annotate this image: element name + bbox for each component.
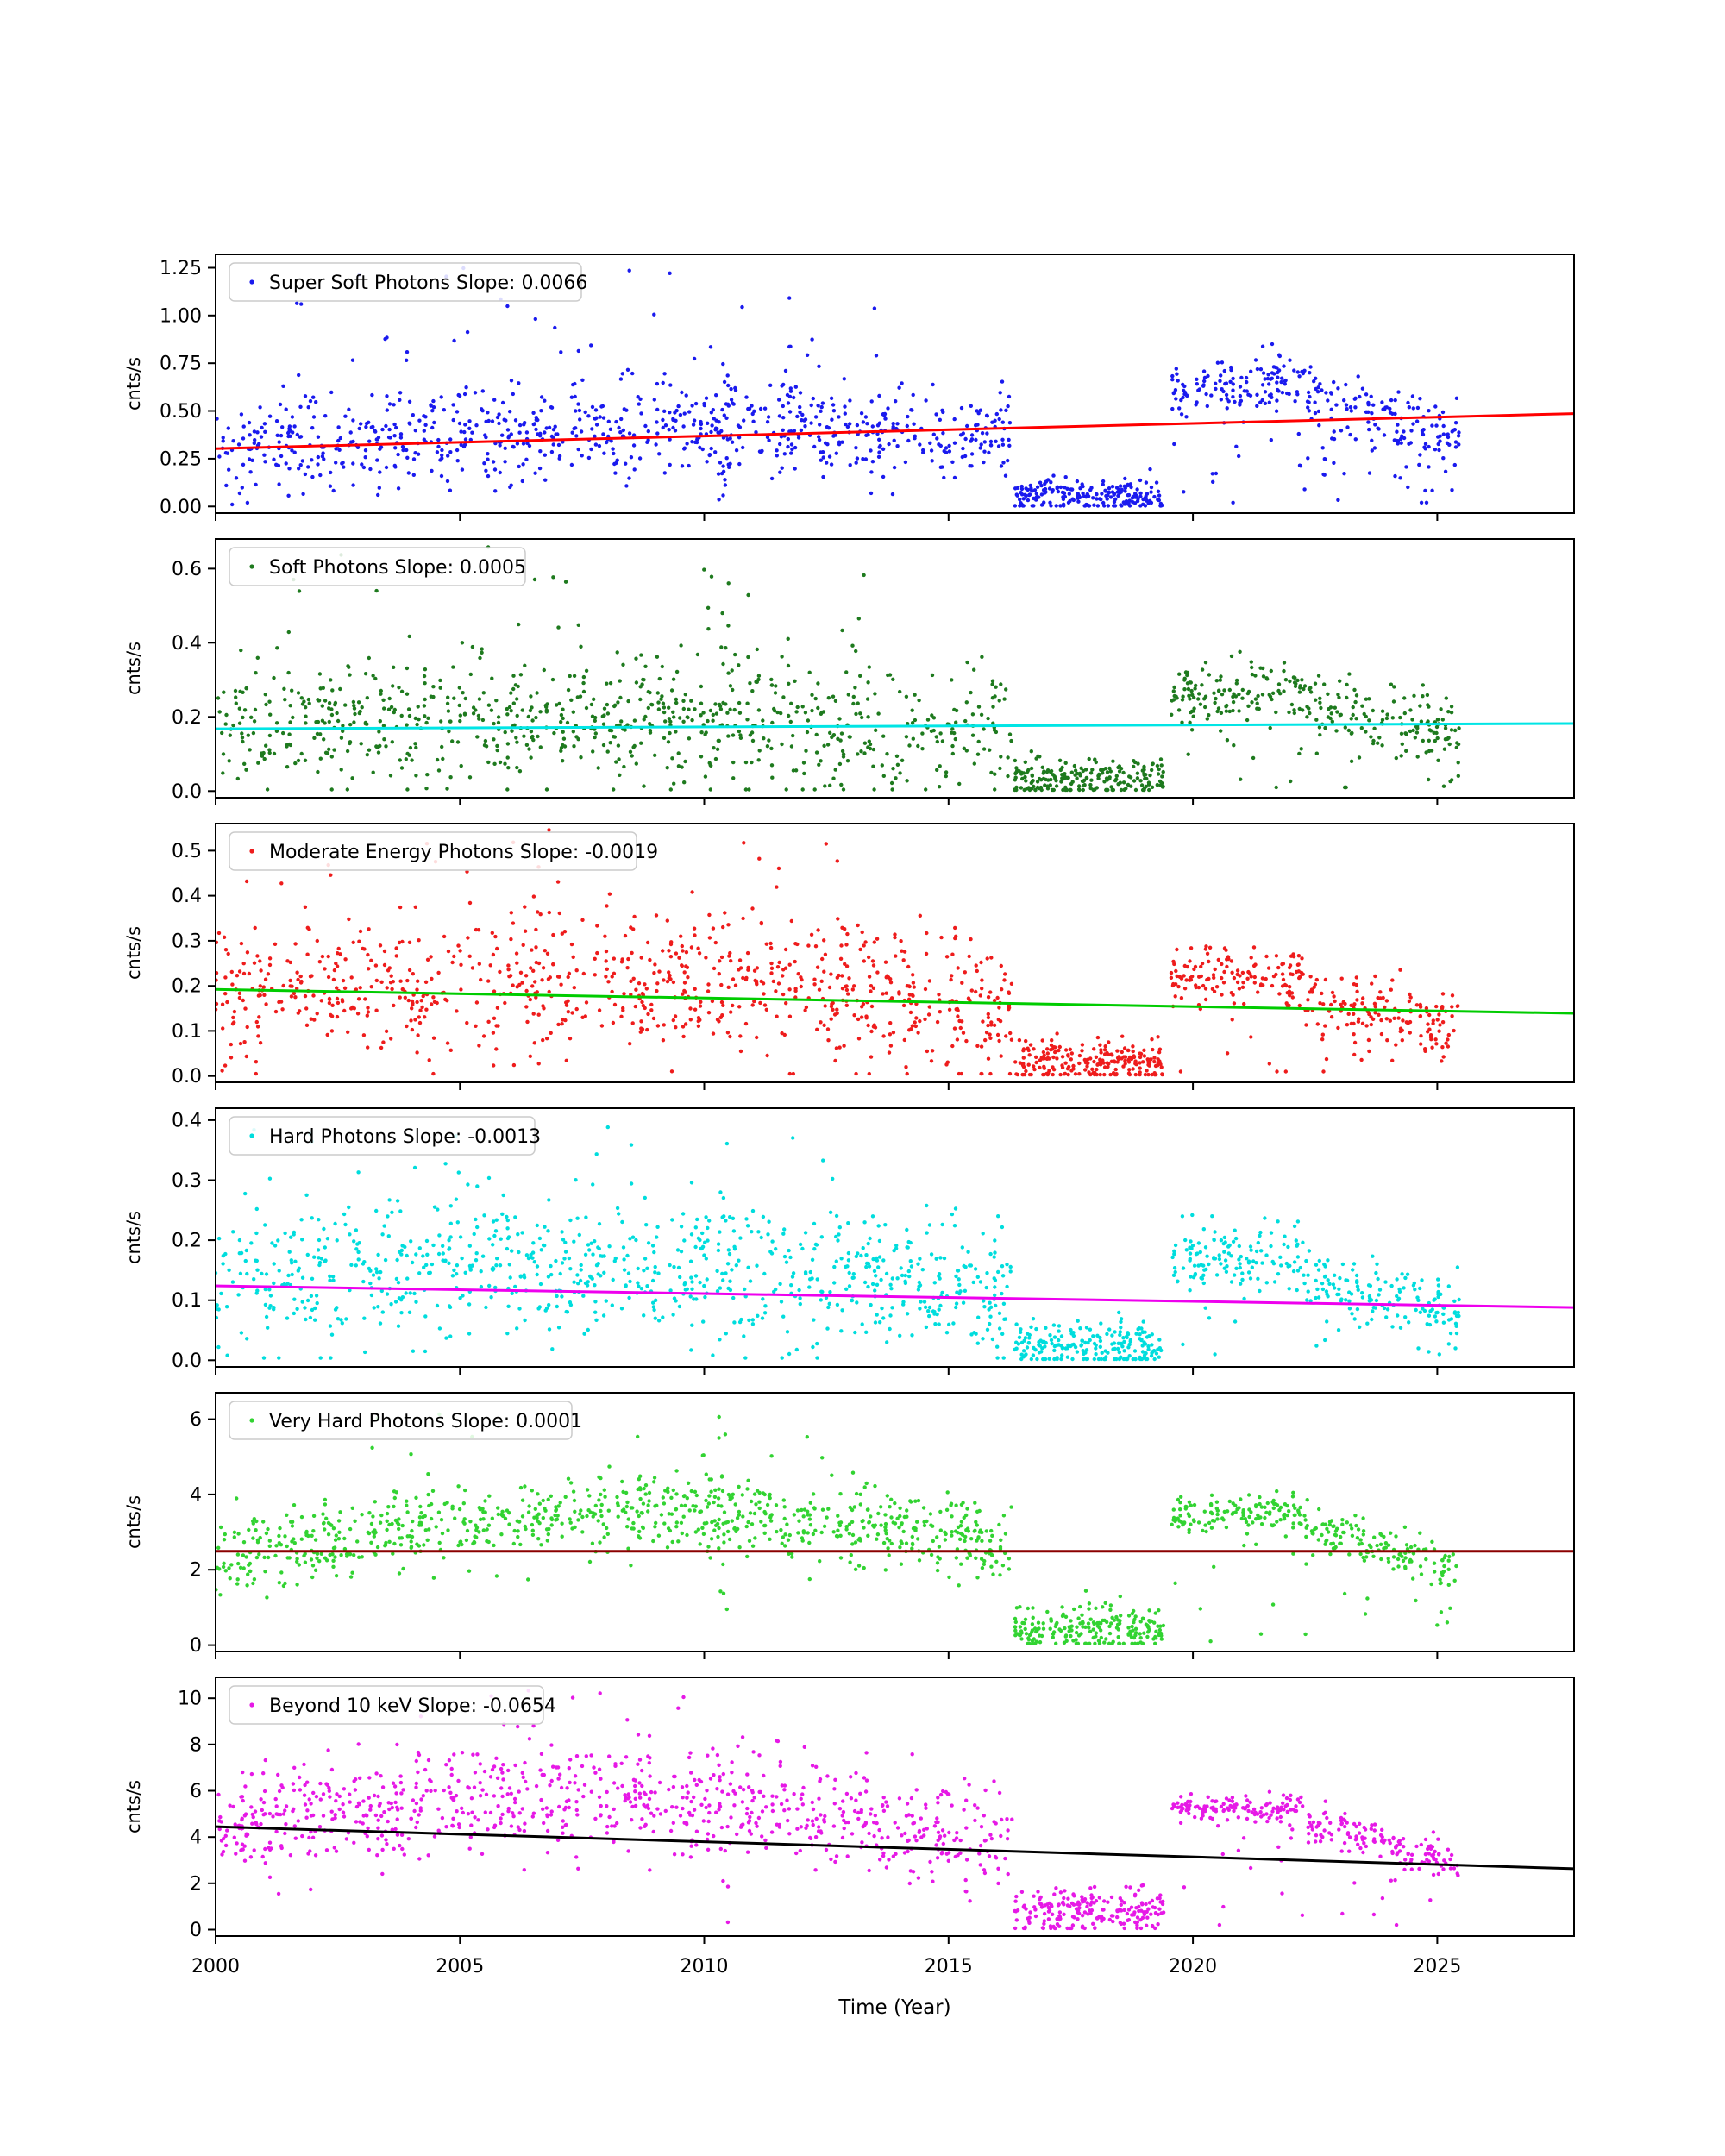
scatter-hard-photons — [214, 1125, 1461, 1361]
y-tick-label: 2 — [190, 1560, 202, 1582]
trend-line-soft-photons — [216, 724, 1574, 729]
y-tick-label: 1.00 — [160, 305, 202, 327]
x-axis-label: Time (Year) — [837, 1996, 950, 2019]
scatter-beyond-10-kev — [216, 1689, 1459, 1930]
legend-marker — [249, 1133, 254, 1138]
scatter-super-soft-photons — [215, 266, 1460, 508]
y-tick-label: 0.2 — [172, 1231, 202, 1252]
x-tick-label: 2000 — [191, 1956, 240, 1977]
legend-marker — [249, 564, 254, 568]
legend-super-soft-photons: Super Soft Photons Slope: 0.0066 — [229, 263, 587, 301]
legend-moderate-energy-photons: Moderate Energy Photons Slope: -0.0019 — [229, 832, 658, 870]
x-tick-label: 2005 — [436, 1956, 484, 1977]
y-tick-label: 0.25 — [160, 448, 202, 470]
legend-marker — [249, 1418, 254, 1422]
legend-label: Moderate Energy Photons Slope: -0.0019 — [269, 842, 658, 863]
scatter-very-hard-photons — [214, 1413, 1458, 1645]
panel-hard-photons: 0.0 0.1 0.2 0.3 0.4 cnts/s Hard Photons Slope:… — [123, 1108, 1574, 1375]
y-axis-label: cnts/s — [123, 926, 144, 980]
legend-marker — [249, 279, 254, 284]
y-tick-label: 8 — [190, 1734, 202, 1756]
y-tick-label: 0.4 — [172, 633, 202, 655]
y-tick-label: 0.00 — [160, 497, 202, 518]
panel-moderate-energy-photons: 0.0 0.1 0.2 0.3 0.4 0.5 cnts/s Moderate Energy … — [123, 824, 1574, 1090]
legend-beyond-10-kev: Beyond 10 keV Slope: -0.0654 — [229, 1686, 556, 1724]
x-tick-label: 2015 — [925, 1956, 973, 1977]
y-tick-label: 0.2 — [172, 976, 202, 998]
legend-label: Beyond 10 keV Slope: -0.0654 — [269, 1695, 556, 1717]
panel-beyond-10-kev: 0 2 4 6 8 10 cnts/s Beyond 10 keV Slope: -0.065… — [123, 1677, 1574, 1944]
legend-label: Very Hard Photons Slope: 0.0001 — [269, 1411, 582, 1432]
y-axis-label: cnts/s — [123, 642, 144, 695]
y-axis-label: cnts/s — [123, 1780, 144, 1833]
y-tick-label: 0.4 — [172, 886, 202, 907]
y-tick-label: 0.0 — [172, 1351, 202, 1372]
y-tick-label: 0.2 — [172, 707, 202, 729]
panel-very-hard-photons: 0 2 4 6 cnts/s Very Hard Photons Slope: 0.000… — [123, 1393, 1574, 1659]
legend-label: Hard Photons Slope: -0.0013 — [269, 1126, 541, 1148]
legend-soft-photons: Soft Photons Slope: 0.0005 — [229, 548, 526, 586]
x-tick-label: 2010 — [681, 1956, 729, 1977]
y-tick-label: 4 — [190, 1484, 202, 1506]
y-axis-label: cnts/s — [123, 1211, 144, 1264]
y-tick-label: 0.3 — [172, 931, 202, 952]
legend-very-hard-photons: Very Hard Photons Slope: 0.0001 — [229, 1401, 582, 1439]
y-axis-label: cnts/s — [123, 1495, 144, 1549]
legend-label: Soft Photons Slope: 0.0005 — [269, 557, 526, 579]
y-tick-label: 1.25 — [160, 258, 202, 279]
x-tick-label: 2020 — [1169, 1956, 1217, 1977]
y-tick-label: 0.3 — [172, 1170, 202, 1192]
panel-soft-photons: 0.0 0.2 0.4 0.6 cnts/s Soft Photons Slope: 0.… — [123, 539, 1574, 805]
y-tick-label: 0.0 — [172, 781, 202, 803]
y-tick-label: 0.0 — [172, 1066, 202, 1087]
legend-marker — [249, 1702, 254, 1707]
y-tick-label: 0.4 — [172, 1110, 202, 1131]
legend-label: Super Soft Photons Slope: 0.0066 — [269, 273, 587, 294]
x-tick-label: 2025 — [1413, 1956, 1461, 1977]
y-tick-label: 4 — [190, 1827, 202, 1849]
legend-hard-photons: Hard Photons Slope: -0.0013 — [229, 1117, 541, 1155]
y-tick-label: 6 — [190, 1781, 202, 1802]
y-tick-label: 6 — [190, 1409, 202, 1431]
y-tick-label: 2 — [190, 1873, 202, 1895]
y-tick-label: 0.6 — [172, 559, 202, 580]
y-tick-label: 10 — [178, 1689, 202, 1710]
y-tick-label: 0.1 — [172, 1021, 202, 1043]
panel-super-soft-photons: 0.00 0.25 0.50 0.75 1.00 1.25 cnts/s Super Soft… — [123, 254, 1574, 521]
legend-marker — [249, 849, 254, 853]
y-tick-label: 0.1 — [172, 1290, 202, 1312]
y-tick-label: 0.50 — [160, 401, 202, 423]
y-tick-label: 0 — [190, 1920, 202, 1941]
y-tick-label: 0.75 — [160, 354, 202, 375]
y-axis-label: cnts/s — [123, 357, 144, 411]
trend-line-beyond-10-kev — [216, 1827, 1574, 1869]
y-tick-label: 0.5 — [172, 841, 202, 862]
y-tick-label: 0 — [190, 1635, 202, 1657]
